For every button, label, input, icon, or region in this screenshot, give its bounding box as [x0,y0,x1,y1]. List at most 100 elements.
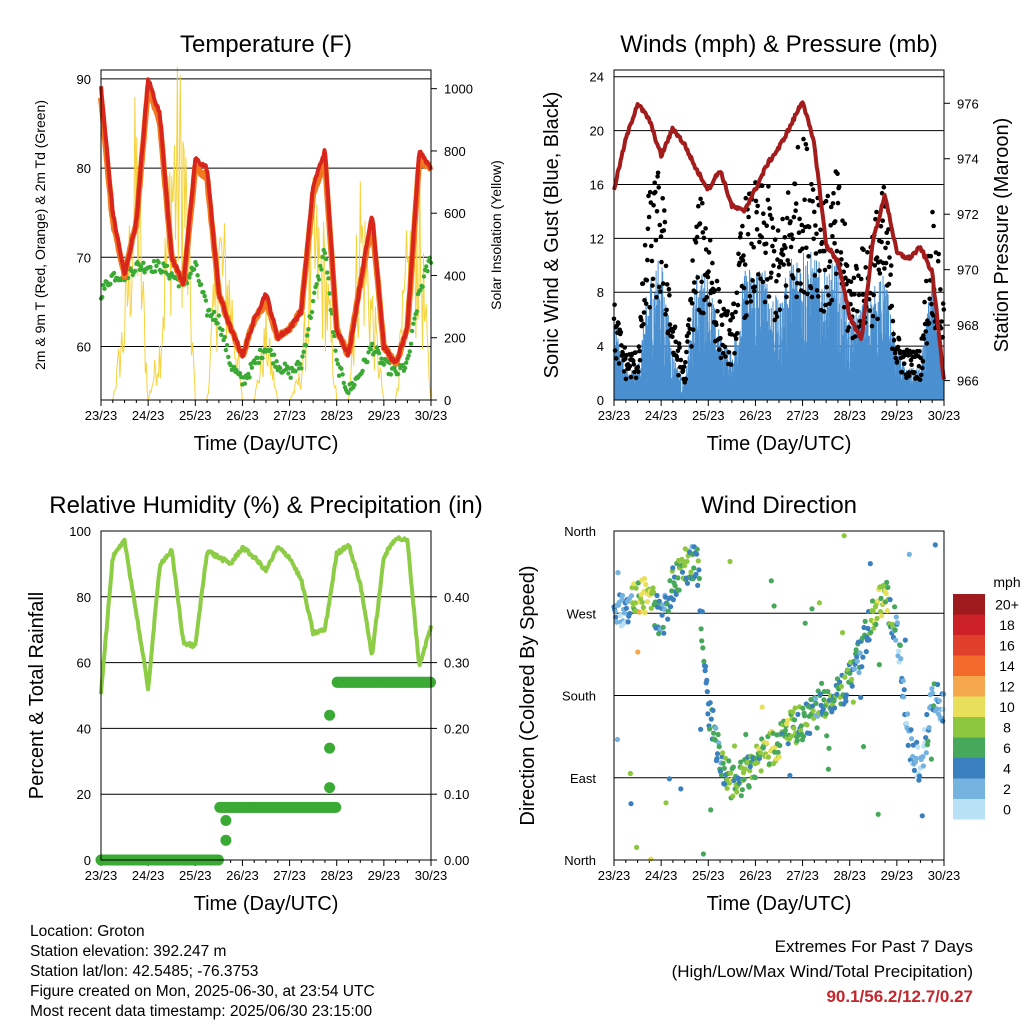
y-axis-label: 2m & 9m T (Red, Orange) & 2m Td (Green) [32,100,48,370]
gust-point [667,293,672,298]
gust-point [774,278,779,284]
gust-point [701,235,707,241]
direction-point [897,642,903,649]
direction-point [676,587,682,593]
direction-point [720,750,726,756]
gust-point [649,258,655,264]
dewpoint-point [406,353,411,358]
gust-point [835,200,841,206]
gust-point [733,336,739,342]
gust-point [842,221,848,227]
gust-point [693,240,699,245]
gust-point [886,281,892,287]
gust-point [793,201,799,206]
gust-point [750,278,755,283]
direction-point [791,725,797,731]
gust-point [823,302,828,308]
gust-point [736,251,741,257]
y-tick-label: 90 [77,72,91,87]
legend-swatch [953,594,985,615]
gust-point [800,228,806,234]
gust-point [718,335,723,341]
direction-point [932,542,938,548]
direction-point [940,706,946,713]
gust-point [676,373,681,378]
x-tick-label: 27/23 [786,408,819,423]
legend-label: 14 [999,658,1015,674]
direction-point [628,593,635,599]
direction-point [841,533,847,539]
direction-point [905,742,911,749]
direction-point [661,630,667,636]
gust-point [696,203,701,209]
direction-point [667,578,673,584]
direction-point [734,789,740,795]
gust-point [783,283,789,288]
y-tick-label: 60 [77,339,91,354]
dewpoint-point [272,352,277,357]
gust-point [759,183,765,188]
plot-frame [613,530,945,861]
gust-point [841,304,847,310]
direction-point [876,662,882,668]
gust-point [916,363,922,369]
direction-point [614,736,621,743]
direction-point [884,579,890,586]
direction-point [757,750,764,756]
gust-point [689,344,694,349]
gust-point [763,241,769,247]
gust-point [618,329,624,335]
dewpoint-point [404,360,409,365]
x-tick-label: 29/23 [368,868,401,883]
direction-point [832,705,838,711]
y-tick-label: South [562,689,596,704]
direction-point [726,758,732,764]
direction-point [820,706,826,712]
legend-label: 4 [1003,760,1011,776]
extremes-box: Extremes For Past 7 Days (High/Low/Max W… [672,934,973,1009]
gust-point [780,252,786,258]
dewpoint-point [277,365,283,371]
gust-point [869,323,875,329]
gust-point [917,377,923,383]
dewpoint-point [151,259,157,264]
direction-point [631,581,637,587]
dewpoint-point [164,263,170,268]
legend-label: 2 [1003,781,1011,797]
dewpoint-point [224,343,230,348]
x-tick-label: 28/23 [833,408,866,423]
direction-point [698,626,704,632]
dewpoint-point [286,371,291,376]
direction-point [798,727,804,734]
gust-point [658,289,663,294]
direction-point [711,730,717,736]
x-tick-label: 28/23 [833,868,866,883]
direction-point [650,585,656,591]
gust-point [931,223,936,229]
direction-point [887,597,893,603]
plot-frame [100,69,432,401]
gust-point [612,348,618,353]
gust-point [872,263,878,268]
gust-point [732,351,737,356]
direction-point [791,717,798,723]
gust-point [614,356,619,361]
gust-point [940,301,946,306]
gust-point [939,319,944,324]
direction-point [831,698,837,704]
humidity-title: Relative Humidity (%) & Precipitation (i… [49,492,482,519]
gust-point [703,247,709,252]
winds-title: Winds (mph) & Pressure (mb) [620,31,937,58]
dewpoint-point [219,332,224,337]
dewpoint-point [400,362,405,368]
direction-point [632,600,639,606]
direction-point [660,624,666,630]
gust-point [803,142,809,147]
direction-point [856,669,862,676]
legend-swatch [953,799,985,820]
y-axis-label: Direction (Colored By Speed) [517,565,539,825]
dewpoint-point [340,372,345,377]
gust-point [854,266,859,271]
direction-point [759,704,765,710]
direction-point [635,649,641,655]
